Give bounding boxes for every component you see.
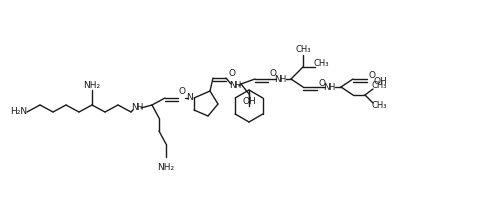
Text: N: N	[274, 74, 281, 83]
Text: O: O	[179, 87, 186, 97]
Text: CH₃: CH₃	[371, 101, 387, 109]
Text: NH₂: NH₂	[83, 81, 101, 89]
Text: O: O	[270, 70, 276, 78]
Text: O: O	[228, 68, 236, 78]
Text: NH₂: NH₂	[158, 163, 175, 173]
Text: CH₃: CH₃	[313, 58, 329, 68]
Text: H: H	[234, 81, 240, 91]
Text: OH: OH	[374, 78, 388, 87]
Text: H: H	[328, 83, 334, 91]
Text: N: N	[187, 93, 193, 103]
Text: N: N	[324, 83, 330, 91]
Text: OH: OH	[242, 97, 256, 107]
Text: H₂N: H₂N	[10, 107, 27, 116]
Text: O: O	[369, 70, 376, 80]
Text: H: H	[279, 74, 285, 83]
Text: N: N	[230, 81, 236, 91]
Text: O: O	[319, 78, 326, 87]
Text: N: N	[132, 103, 138, 112]
Text: H: H	[136, 103, 142, 112]
Text: CH₃: CH₃	[295, 45, 311, 54]
Text: CH₃: CH₃	[371, 81, 387, 89]
